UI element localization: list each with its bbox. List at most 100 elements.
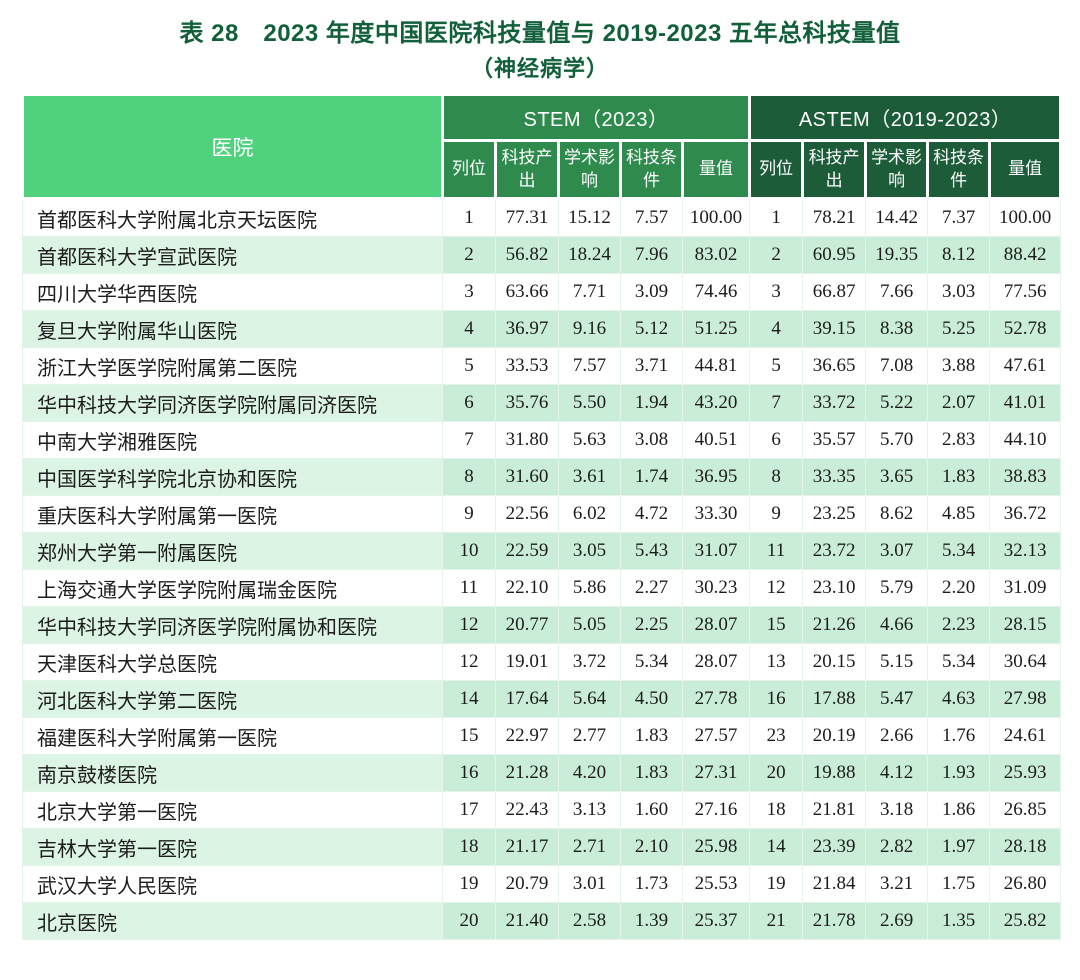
stem-score-cell: 33.53 [495,347,559,385]
stem-score-cell: 2.77 [558,717,621,755]
stem-score-cell: 1.73 [620,865,683,903]
table-row: 浙江大学医学院附属第二医院 5 33.53 7.57 3.71 44.81 5 36.65 7.… [22,347,1062,385]
stem-score-cell: 27.16 [681,791,751,829]
stem-score-cell: 5.50 [558,384,621,422]
stem-score-cell: 1.60 [620,791,683,829]
stem-score-cell: 40.51 [681,421,751,459]
hospital-name-cell: 中南大学湘雅医院 [22,421,443,459]
astem-score-cell: 77.56 [989,273,1062,311]
hospital-name-cell: 郑州大学第一附属医院 [22,532,443,570]
astem-score-cell: 7.66 [865,273,929,311]
astem-impact-header: 学术影响 [864,139,930,200]
stem-score-cell: 51.25 [681,310,751,348]
astem-score-cell: 26.85 [989,791,1062,829]
stem-rank-cell: 6 [442,384,496,422]
astem-score-cell: 1.76 [927,717,991,755]
stem-score-cell: 33.30 [681,495,751,533]
stem-score-cell: 3.09 [620,273,683,311]
astem-score-cell: 36.72 [989,495,1062,533]
astem-rank-cell: 3 [749,273,804,311]
astem-score-cell: 20.19 [802,717,867,755]
table-body: 首都医科大学附属北京天坛医院 1 77.31 15.12 7.57 100.00 1 78.2… [22,198,1062,940]
astem-output-header: 科技产出 [801,139,868,200]
table-row: 福建医科大学附属第一医院 15 22.97 2.77 1.83 27.57 23 20.19 2… [22,717,1062,755]
astem-score-cell: 8.38 [865,310,929,348]
hospital-name-cell: 四川大学华西医院 [22,273,443,311]
stem-score-cell: 5.05 [558,606,621,644]
astem-score-cell: 3.07 [865,532,929,570]
stem-rank-cell: 12 [442,606,496,644]
stem-score-cell: 83.02 [681,236,751,274]
astem-rank-cell: 15 [749,606,804,644]
astem-score-cell: 26.80 [989,865,1062,903]
stem-rank-cell: 20 [442,902,496,940]
stem-score-cell: 27.31 [681,754,751,792]
stem-score-cell: 2.25 [620,606,683,644]
table-row: 四川大学华西医院 3 63.66 7.71 3.09 74.46 3 66.87 7.66 3.0… [22,273,1062,311]
astem-rank-cell: 1 [749,198,804,237]
stem-score-cell: 31.60 [495,458,559,496]
hospital-name-cell: 浙江大学医学院附属第二医院 [22,347,443,385]
hospital-name-cell: 上海交通大学医学院附属瑞金医院 [22,569,443,607]
stem-score-cell: 3.08 [620,421,683,459]
stem-rank-cell: 16 [442,754,496,792]
stem-output-header: 科技产出 [494,139,560,200]
table-row: 重庆医科大学附属第一医院 9 22.56 6.02 4.72 33.30 9 23.25 8.6… [22,495,1062,533]
hospital-name-cell: 首都医科大学宣武医院 [22,236,443,274]
astem-rank-cell: 14 [749,828,804,866]
stem-rank-cell: 1 [442,198,496,237]
hospital-name-cell: 河北医科大学第二医院 [22,680,443,718]
stem-score-cell: 44.81 [681,347,751,385]
stem-score-cell: 74.46 [681,273,751,311]
stem-score-cell: 1.94 [620,384,683,422]
astem-group-header: ASTEM（2019-2023） [748,93,1063,142]
astem-condition-header: 科技条件 [926,139,992,200]
stem-score-cell: 5.43 [620,532,683,570]
stem-rank-cell: 4 [442,310,496,348]
stem-rank-cell: 14 [442,680,496,718]
stem-rank-cell: 3 [442,273,496,311]
stem-rank-cell: 19 [442,865,496,903]
stem-score-cell: 25.37 [681,902,751,940]
astem-score-cell: 20.15 [802,643,867,681]
stem-score-cell: 31.80 [495,421,559,459]
astem-score-cell: 38.83 [989,458,1062,496]
stem-score-cell: 7.57 [558,347,621,385]
astem-rank-cell: 9 [749,495,804,533]
astem-score-cell: 36.65 [802,347,867,385]
astem-score-cell: 5.34 [927,643,991,681]
astem-score-cell: 5.22 [865,384,929,422]
stem-score-cell: 4.72 [620,495,683,533]
stem-score-cell: 100.00 [681,198,751,237]
astem-score-cell: 66.87 [802,273,867,311]
astem-score-cell: 28.15 [989,606,1062,644]
table-row: 天津医科大学总医院 12 19.01 3.72 5.34 28.07 13 20.15 5.15… [22,643,1062,681]
stem-score-cell: 22.59 [495,532,559,570]
astem-score-cell: 23.39 [802,828,867,866]
astem-score-cell: 23.10 [802,569,867,607]
astem-score-cell: 14.42 [865,198,929,237]
hospital-name-cell: 重庆医科大学附属第一医院 [22,495,443,533]
stem-rank-cell: 10 [442,532,496,570]
astem-score-cell: 7.37 [927,198,991,237]
stem-score-cell: 4.20 [558,754,621,792]
stem-value-header: 量值 [680,139,752,200]
astem-score-cell: 41.01 [989,384,1062,422]
astem-score-cell: 5.25 [927,310,991,348]
hospital-name-cell: 复旦大学附属华山医院 [22,310,443,348]
astem-score-cell: 27.98 [989,680,1062,718]
astem-score-cell: 3.18 [865,791,929,829]
astem-score-cell: 21.84 [802,865,867,903]
astem-score-cell: 19.88 [802,754,867,792]
stem-score-cell: 5.12 [620,310,683,348]
table-row: 郑州大学第一附属医院 10 22.59 3.05 5.43 31.07 11 23.72 3.0… [22,532,1062,570]
document-page: 表 28 2023 年度中国医院科技量值与 2019-2023 五年总科技量值 … [21,20,1063,940]
hospital-name-cell: 首都医科大学附属北京天坛医院 [22,198,443,237]
stem-rank-cell: 5 [442,347,496,385]
astem-score-cell: 23.25 [802,495,867,533]
stem-rank-cell: 2 [442,236,496,274]
astem-score-cell: 21.26 [802,606,867,644]
astem-score-cell: 8.12 [927,236,991,274]
stem-score-cell: 1.39 [620,902,683,940]
hospital-name-cell: 中国医学科学院北京协和医院 [22,458,443,496]
